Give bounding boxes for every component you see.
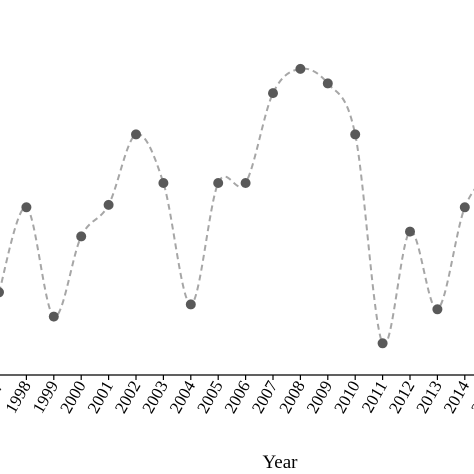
x-ticks: 1997199819992000200120022003200420052006… xyxy=(0,375,474,416)
data-point xyxy=(21,202,32,213)
x-tick-label: 2011 xyxy=(358,378,391,416)
data-point xyxy=(405,226,415,237)
x-tick-label: 2004 xyxy=(166,377,200,416)
series-line xyxy=(0,67,474,346)
data-point xyxy=(185,299,196,310)
data-point xyxy=(76,231,87,242)
data-point xyxy=(350,129,361,140)
data-point xyxy=(295,63,306,74)
x-tick-label: 2003 xyxy=(138,378,171,417)
data-point xyxy=(322,78,333,89)
x-tick-label: 1998 xyxy=(1,378,34,417)
x-tick-label: 2012 xyxy=(385,378,418,417)
data-point xyxy=(103,199,114,210)
x-tick-label: 2015 xyxy=(467,378,474,417)
x-tick-label: 1999 xyxy=(29,378,62,417)
data-point xyxy=(48,311,59,322)
x-tick-label: 2000 xyxy=(56,378,89,417)
x-tick-label: 2005 xyxy=(193,378,226,417)
plot-area xyxy=(0,63,474,349)
data-point xyxy=(213,178,224,188)
x-tick-label: 2010 xyxy=(330,378,363,417)
x-tick-label: 2008 xyxy=(275,378,308,417)
x-tick-label: 2002 xyxy=(111,378,144,417)
x-tick-label: 2009 xyxy=(303,378,336,417)
x-tick-label: 2001 xyxy=(84,378,117,417)
data-point xyxy=(432,304,443,315)
data-point xyxy=(240,178,251,188)
data-point xyxy=(268,88,278,99)
x-tick-label: 2014 xyxy=(440,377,474,416)
data-point xyxy=(377,338,388,349)
data-point xyxy=(158,178,169,188)
data-point xyxy=(459,202,470,213)
data-point xyxy=(131,129,141,140)
x-tick-label: 2013 xyxy=(412,378,445,417)
x-tick-label: 2006 xyxy=(221,378,254,417)
x-axis-title: Year xyxy=(262,452,298,473)
x-tick-label: 2007 xyxy=(248,377,282,416)
data-point xyxy=(0,287,4,298)
